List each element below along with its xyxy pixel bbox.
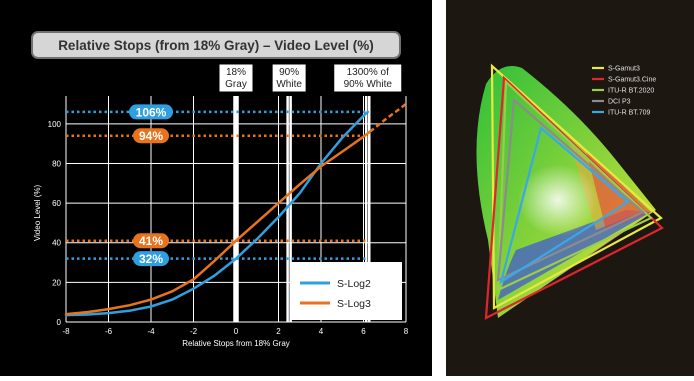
reference-marker-label: 1300% of bbox=[347, 67, 389, 78]
reference-level-badge bbox=[129, 104, 173, 120]
reference-marker-label: White bbox=[276, 79, 302, 90]
reference-level-badge bbox=[133, 251, 169, 267]
y-axis-title: Video Level (%) bbox=[33, 185, 42, 242]
gamut-legend-label: S-Gamut3 bbox=[608, 66, 640, 73]
reference-marker-label: 18% bbox=[226, 67, 246, 78]
y-tick-label: 40 bbox=[52, 239, 61, 248]
reference-level-label: 32% bbox=[139, 252, 163, 266]
reference-marker-label: 90% White bbox=[344, 79, 393, 90]
gamut-triangle bbox=[496, 97, 645, 282]
gamut-triangle bbox=[490, 63, 663, 310]
x-tick-label: -4 bbox=[147, 327, 155, 336]
series-line-s-log3 bbox=[64, 130, 372, 316]
y-tick-label: 60 bbox=[52, 199, 61, 208]
x-tick-label: -2 bbox=[190, 327, 198, 336]
reference-level-badge bbox=[133, 128, 169, 144]
chart-title-box bbox=[31, 31, 401, 59]
reference-level-label: 106% bbox=[136, 105, 167, 119]
video-level-chart: Relative Stops (from 18% Gray) – Video L… bbox=[31, 31, 409, 348]
legend-label: S-Log3 bbox=[337, 298, 371, 310]
reference-marker-label: Gray bbox=[225, 79, 247, 90]
gamut-legend-label: DCI P3 bbox=[608, 99, 631, 106]
gamut-triangle bbox=[496, 79, 653, 292]
x-tick-label: 4 bbox=[319, 327, 324, 336]
gamut-legend-label: ITU-R BT.2020 bbox=[608, 88, 654, 95]
reference-level-badge bbox=[133, 233, 169, 249]
gamut-triangle bbox=[499, 126, 630, 285]
legend-label: S-Log2 bbox=[337, 278, 371, 290]
gamut-legend-label: S-Gamut3.Cine bbox=[608, 77, 656, 84]
reference-level-label: 41% bbox=[139, 234, 163, 248]
reference-level-label: 94% bbox=[139, 129, 163, 143]
x-tick-label: 8 bbox=[404, 327, 409, 336]
gamut-legend-label: ITU-R BT.709 bbox=[608, 110, 651, 117]
chart-title: Relative Stops (from 18% Gray) – Video L… bbox=[58, 38, 374, 53]
x-tick-label: 2 bbox=[276, 327, 281, 336]
reference-marker-box bbox=[218, 63, 254, 93]
y-tick-label: 0 bbox=[57, 318, 62, 327]
y-tick-label: 80 bbox=[52, 159, 61, 168]
x-tick-label: 6 bbox=[361, 327, 366, 336]
x-tick-label: -6 bbox=[105, 327, 113, 336]
video-level-chart-panel: Relative Stops (from 18% Gray) – Video L… bbox=[0, 0, 432, 376]
color-gamut-diagram: S-Gamut3 S-Gamut3.Cine ITU-R BT.2020 DCI P3… bbox=[476, 63, 664, 320]
series-extension-s-log3 bbox=[369, 103, 407, 133]
y-tick-label: 100 bbox=[48, 120, 62, 129]
y-tick-label: 20 bbox=[52, 278, 61, 287]
reference-marker-box bbox=[333, 63, 403, 93]
x-tick-label: 0 bbox=[234, 327, 239, 336]
x-tick-label: -8 bbox=[62, 327, 70, 336]
color-gamut-panel: S-Gamut3 S-Gamut3.Cine ITU-R BT.2020 DCI P3… bbox=[446, 0, 694, 376]
chart-title-group: Relative Stops (from 18% Gray) – Video L… bbox=[31, 31, 401, 59]
legend-box bbox=[290, 262, 402, 320]
x-axis-title: Relative Stops from 18% Gray bbox=[182, 339, 290, 348]
reference-marker-box bbox=[271, 63, 307, 93]
reference-marker-label: 90% bbox=[279, 67, 299, 78]
series-line-s-log2 bbox=[64, 110, 370, 317]
